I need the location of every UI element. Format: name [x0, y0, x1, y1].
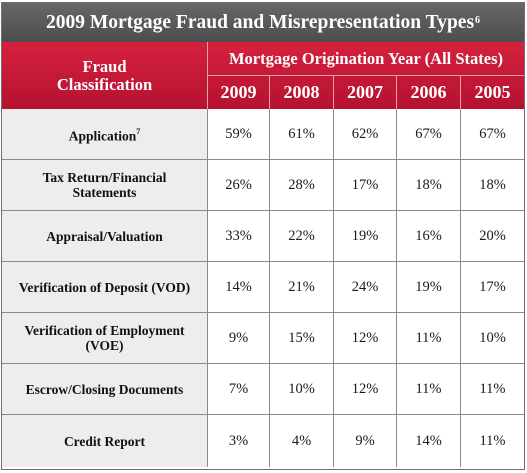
- table-cell: 9%: [334, 415, 397, 467]
- table-cell: 11%: [397, 313, 461, 363]
- table-cell: 11%: [479, 380, 506, 397]
- table-cell: 22%: [270, 211, 334, 261]
- table-cell: 9%: [208, 313, 270, 363]
- table-cell: 12%: [334, 364, 397, 414]
- table-row: Escrow/Closing Documents 7% 10% 12% 11% …: [2, 364, 524, 415]
- classification-line-1: Fraud: [82, 56, 127, 76]
- column-group-header: Mortgage Origination Year (All States): [208, 42, 524, 76]
- table-cell: 19%: [397, 262, 461, 312]
- year-header-2009: 2009: [208, 76, 270, 109]
- table-cell: 15%: [270, 313, 334, 363]
- year-header-2007: 2007: [334, 76, 397, 109]
- table-row: Tax Return/Financial Statements 26% 28% …: [2, 160, 524, 211]
- table-row: Verification of Employment (VOE) 9% 15% …: [2, 313, 524, 364]
- table-row: Credit Report 3% 4% 9% 14% 11%: [2, 415, 524, 467]
- year-header-2006: 2006: [397, 76, 461, 109]
- table-cell: 11%: [397, 364, 461, 414]
- year-header-2005: 2005: [474, 82, 511, 102]
- table-row: Verification of Deposit (VOD) 14% 21% 24…: [2, 262, 524, 313]
- table-cell: 21%: [270, 262, 334, 312]
- table-cell: 67%: [479, 125, 506, 142]
- table-cell: 17%: [334, 160, 397, 210]
- table-cell: 17%: [479, 278, 506, 295]
- table-body: Application7 59% 61% 62% 67% 67% Tax Ret…: [2, 109, 524, 467]
- table-cell: 4%: [270, 415, 334, 467]
- table-cell: 12%: [334, 313, 397, 363]
- row-label: Appraisal/Valuation: [2, 211, 208, 261]
- classification-line-2: Classification: [56, 74, 153, 94]
- table-title-text: 2009 Mortgage Fraud and Misrepresentatio…: [45, 11, 475, 33]
- row-label: Tax Return/Financial Statements: [2, 160, 208, 210]
- table-cell: 14%: [397, 415, 461, 467]
- row-label: Application7: [2, 109, 208, 159]
- table-cell: 3%: [208, 415, 270, 467]
- row-label-text: Application: [68, 128, 137, 144]
- row-label: Credit Report: [2, 415, 208, 467]
- year-header-row: 2009 2008 2007 2006 2005: [208, 76, 524, 109]
- table-cell: 11%: [479, 432, 506, 449]
- table-cell: 28%: [270, 160, 334, 210]
- row-label: Verification of Deposit (VOD): [2, 262, 208, 312]
- table-cell: 20%: [479, 227, 506, 244]
- year-header-2008: 2008: [270, 76, 334, 109]
- row-footnote-marker: 7: [136, 126, 141, 136]
- table-cell: 16%: [397, 211, 461, 261]
- table-cell: 33%: [208, 211, 270, 261]
- column-header-classification: Fraud Classification: [2, 42, 208, 109]
- table-cell: 10%: [479, 329, 506, 346]
- row-label: Escrow/Closing Documents: [2, 364, 208, 414]
- table-cell: 26%: [208, 160, 270, 210]
- table-row: Appraisal/Valuation 33% 22% 19% 16% 20%: [2, 211, 524, 262]
- table-row: Application7 59% 61% 62% 67% 67%: [2, 109, 524, 160]
- title-footnote-marker: 6: [475, 15, 481, 26]
- table-cell: 61%: [270, 109, 334, 159]
- table-cell: 24%: [334, 262, 397, 312]
- table-cell: 59%: [208, 109, 270, 159]
- table-title: 2009 Mortgage Fraud and Misrepresentatio…: [2, 3, 524, 42]
- table-cell: 18%: [479, 176, 506, 193]
- table-cell: 19%: [334, 211, 397, 261]
- table-cell: 18%: [397, 160, 461, 210]
- table-cell: 62%: [334, 109, 397, 159]
- table-cell: 10%: [270, 364, 334, 414]
- table-cell: 7%: [208, 364, 270, 414]
- table-cell: 67%: [397, 109, 461, 159]
- row-label: Verification of Employment (VOE): [2, 313, 208, 363]
- table-cell: 14%: [208, 262, 270, 312]
